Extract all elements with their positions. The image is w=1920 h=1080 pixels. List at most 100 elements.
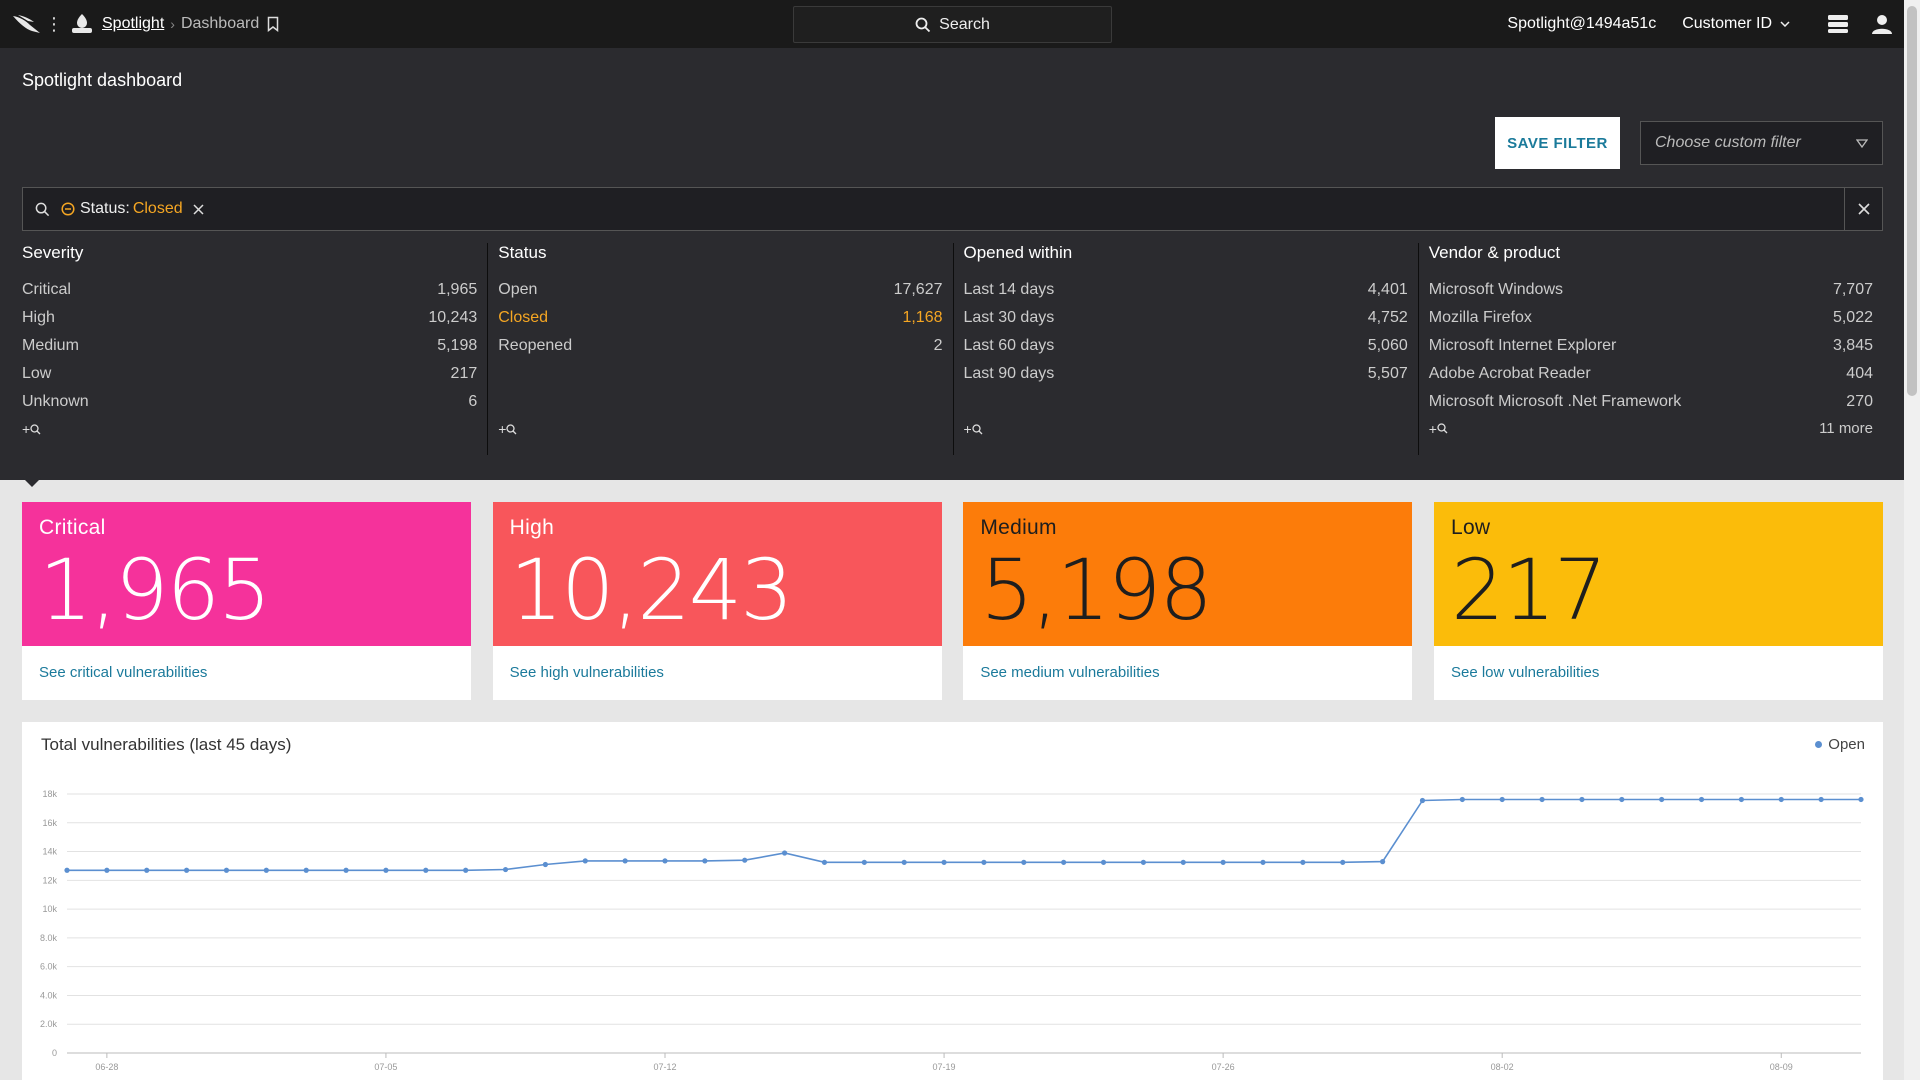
data-point <box>1818 796 1824 803</box>
facet-row-label: High <box>22 309 55 326</box>
facet-row[interactable]: Microsoft Internet Explorer 3,845 <box>1429 332 1873 360</box>
data-point <box>1300 859 1306 865</box>
see-high-link[interactable]: See high vulnerabilities <box>509 664 664 681</box>
customer-id-dropdown[interactable]: Customer ID <box>1682 15 1790 33</box>
global-search-button[interactable]: Search <box>793 6 1112 43</box>
y-tick-label: 12k <box>42 875 57 885</box>
facet-row[interactable]: Low 217 <box>22 360 477 388</box>
facet-row[interactable]: Microsoft Microsoft .Net Framework 270 <box>1429 388 1873 416</box>
page-scrollbar[interactable] <box>1904 0 1920 1080</box>
facet-row[interactable]: Last 90 days 5,507 <box>964 360 1408 388</box>
add-to-filter-zoom-icon[interactable]: + <box>964 421 983 437</box>
facet-row-label: Mozilla Firefox <box>1428 309 1532 326</box>
facet-row-count: 5,507 <box>1367 365 1408 382</box>
facet-row[interactable]: Last 14 days 4,401 <box>964 276 1408 304</box>
data-point <box>383 867 389 873</box>
more-vendors-link[interactable]: 11 more <box>1819 420 1873 437</box>
facet-title: Severity <box>22 243 84 262</box>
data-point <box>742 857 748 863</box>
data-point <box>1858 796 1864 803</box>
remove-chip-icon[interactable] <box>193 203 204 215</box>
facet-row-selected[interactable]: Closed 1,168 <box>498 304 942 332</box>
breadcrumb-app-link[interactable]: Spotlight <box>102 15 165 32</box>
facet-row[interactable]: Unknown 6 <box>22 388 477 416</box>
facet-row[interactable]: Medium 5,198 <box>22 332 477 360</box>
x-tick-label: 07-12 <box>653 1062 676 1072</box>
severity-card-critical[interactable]: Critical 1,965 See critical vulnerabilit… <box>22 502 471 700</box>
facet-row-label: Unknown <box>22 393 89 410</box>
severity-card-low[interactable]: Low 217 See low vulnerabilities <box>1433 502 1883 700</box>
severity-card-medium[interactable]: Medium 5,198 See medium vulnerabilities <box>963 502 1413 700</box>
save-filter-button[interactable]: SAVE FILTER <box>1495 117 1620 169</box>
data-point <box>1499 796 1505 803</box>
user-profile-icon[interactable] <box>1860 0 1904 48</box>
clear-filters-button[interactable] <box>1844 188 1882 230</box>
card-label: Critical <box>39 516 106 539</box>
data-point <box>1738 796 1744 803</box>
facet-row-label: Microsoft Windows <box>1428 281 1563 298</box>
facet-row-count: 1,168 <box>902 309 943 326</box>
facet-row[interactable]: High 10,243 <box>22 304 477 332</box>
card-header: High 10,243 <box>492 502 942 646</box>
y-tick-label: 18k <box>42 789 57 799</box>
facet-row[interactable]: Critical 1,965 <box>22 276 477 304</box>
facet-row-count: 5,198 <box>437 337 478 354</box>
facet-row-count: 6 <box>468 393 478 410</box>
data-point <box>702 858 708 864</box>
see-low-link[interactable]: See low vulnerabilities <box>1450 664 1600 681</box>
facet-row-label: Microsoft Microsoft .Net Framework <box>1428 393 1682 410</box>
x-tick-label: 08-02 <box>1491 1062 1514 1072</box>
data-point <box>1539 796 1545 803</box>
facet-row[interactable]: Reopened 2 <box>498 332 942 360</box>
data-point <box>1340 859 1346 865</box>
facet-row-label: Reopened <box>498 337 573 354</box>
facet-row[interactable]: Microsoft Windows 7,707 <box>1429 276 1873 304</box>
facet-row[interactable]: Open 17,627 <box>498 276 942 304</box>
y-tick-label: 4.0k <box>40 990 58 1000</box>
scrollbar-thumb[interactable] <box>1907 6 1917 396</box>
facet-row[interactable]: Last 60 days 5,060 <box>964 332 1408 360</box>
breadcrumb-chevron-icon: › <box>170 16 175 32</box>
series-line-open <box>67 798 1861 872</box>
data-point <box>582 858 588 864</box>
chart-legend[interactable]: Open <box>1815 736 1865 753</box>
add-to-filter-zoom-icon[interactable]: + <box>1429 421 1448 437</box>
filter-query-bar[interactable]: Status: Closed <box>22 187 1883 231</box>
falcon-logo-icon[interactable] <box>8 0 46 48</box>
data-point <box>821 859 828 865</box>
chevron-down-icon <box>1780 21 1790 27</box>
data-point <box>1659 796 1665 803</box>
facet-row-label: Critical <box>22 281 71 298</box>
panel-pointer <box>23 478 41 487</box>
facet-row[interactable]: Mozilla Firefox 5,022 <box>1429 304 1873 332</box>
data-point <box>981 859 987 865</box>
user-account-label[interactable]: Spotlight@1494a51c <box>1507 15 1657 32</box>
filter-chip-key: Status <box>80 200 126 217</box>
data-point <box>662 858 668 864</box>
add-to-filter-zoom-icon[interactable]: + <box>22 421 41 437</box>
data-point <box>1579 796 1585 803</box>
facet-row[interactable]: Adobe Acrobat Reader 404 <box>1429 360 1873 388</box>
filter-chip-status[interactable]: Status: Closed <box>61 200 204 218</box>
card-count: 10,243 <box>509 541 794 639</box>
menu-kebab-icon[interactable]: ⋮ <box>45 13 63 34</box>
see-critical-link[interactable]: See critical vulnerabilities <box>39 664 208 681</box>
card-header: Medium 5,198 <box>963 502 1413 646</box>
x-tick-label: 08-09 <box>1770 1062 1793 1072</box>
facet-row-label: Microsoft Internet Explorer <box>1428 337 1617 354</box>
data-point <box>901 859 907 865</box>
line-chart[interactable]: 0 2.0k 4.0k 6.0k 8.0k 10k 12k 14k 16k 18k 06-28 07-… <box>22 722 1883 1080</box>
data-point <box>1220 859 1226 865</box>
data-point <box>184 867 190 873</box>
custom-filter-select[interactable]: Choose custom filter <box>1640 121 1883 165</box>
notifications-stack-icon[interactable] <box>1816 0 1860 48</box>
see-medium-link[interactable]: See medium vulnerabilities <box>980 664 1160 681</box>
severity-card-high[interactable]: High 10,243 See high vulnerabilities <box>492 502 942 700</box>
add-to-filter-zoom-icon[interactable]: + <box>498 421 517 437</box>
bookmark-icon[interactable] <box>267 16 279 32</box>
data-point <box>1061 859 1067 865</box>
facet-status: Status Open 17,627 Closed 1,168 Reopened 2 … <box>487 243 952 455</box>
facet-row[interactable]: Last 30 days 4,752 <box>964 304 1408 332</box>
custom-filter-placeholder: Choose custom filter <box>1655 134 1801 151</box>
filter-chip-separator: : <box>125 200 130 217</box>
